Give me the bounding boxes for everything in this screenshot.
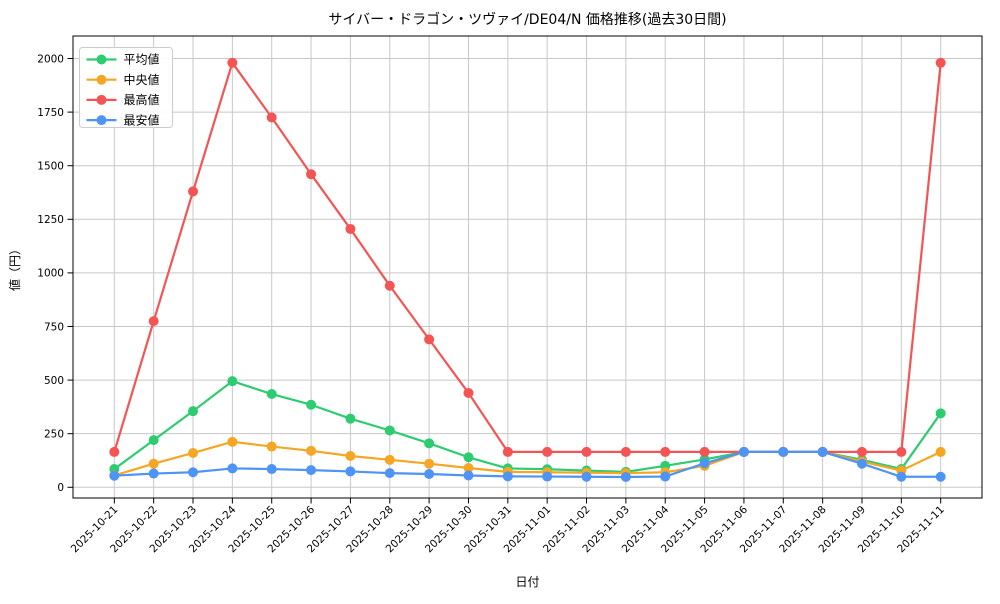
legend-item-3: 最安値: [86, 112, 160, 127]
y-tick-label: 1250: [37, 214, 64, 226]
legend-marker: [96, 74, 107, 85]
data-point: [384, 468, 395, 479]
data-point: [188, 447, 199, 458]
y-tick-label: 2000: [37, 53, 64, 65]
data-point: [738, 446, 749, 457]
data-point: [817, 446, 828, 457]
legend-label: 最安値: [124, 112, 160, 127]
data-point: [699, 458, 710, 469]
legend-marker: [96, 115, 107, 126]
data-point: [463, 387, 474, 398]
data-point: [109, 470, 120, 481]
y-tick-label: 750: [44, 321, 64, 333]
data-point: [148, 468, 159, 479]
data-point: [306, 169, 317, 180]
data-point: [424, 438, 435, 449]
legend-item-1: 中央値: [86, 72, 160, 87]
y-tick-label: 1500: [37, 161, 64, 173]
data-point: [345, 450, 356, 461]
data-point: [542, 446, 553, 457]
series-3: [109, 446, 946, 482]
data-point: [463, 470, 474, 481]
data-point: [856, 446, 867, 457]
data-point: [620, 471, 631, 482]
data-point: [148, 435, 159, 446]
data-point: [345, 413, 356, 424]
legend-label: 中央値: [124, 72, 160, 87]
data-point: [227, 57, 238, 68]
data-point: [542, 471, 553, 482]
data-point: [424, 334, 435, 345]
data-point: [778, 446, 789, 457]
data-point: [188, 186, 199, 197]
data-point: [109, 446, 120, 457]
chart-title: サイバー・ドラゴン・ツヴァイ/DE04/N 価格推移(過去30日間): [328, 11, 726, 28]
y-axis-label: 値（円）: [7, 243, 22, 291]
data-point: [935, 408, 946, 419]
data-point: [463, 462, 474, 473]
data-point: [699, 446, 710, 457]
data-point: [384, 425, 395, 436]
y-tick-label: 0: [57, 482, 64, 494]
data-point: [227, 436, 238, 447]
data-point: [463, 452, 474, 463]
data-point: [148, 316, 159, 327]
legend-marker: [96, 94, 107, 105]
data-point: [896, 471, 907, 482]
data-point: [306, 399, 317, 410]
data-point: [424, 468, 435, 479]
legend-marker: [96, 54, 107, 65]
data-point: [188, 406, 199, 417]
y-tick-label: 250: [44, 428, 64, 440]
legend-label: 平均値: [124, 52, 160, 67]
data-point: [266, 464, 277, 475]
data-point: [935, 471, 946, 482]
data-point: [502, 471, 513, 482]
data-point: [227, 376, 238, 387]
grid: [73, 36, 982, 498]
data-point: [660, 446, 671, 457]
y-tick-label: 500: [44, 375, 64, 387]
data-point: [896, 446, 907, 457]
data-point: [581, 471, 592, 482]
data-point: [266, 441, 277, 452]
legend-item-0: 平均値: [86, 52, 160, 67]
data-point: [581, 446, 592, 457]
data-point: [384, 280, 395, 291]
data-point: [266, 112, 277, 123]
data-point: [935, 57, 946, 68]
plot-border: [72, 35, 983, 499]
data-point: [148, 458, 159, 469]
data-point: [856, 458, 867, 469]
legend-box: [79, 47, 173, 128]
data-point: [306, 445, 317, 456]
data-point: [935, 446, 946, 457]
data-point: [266, 389, 277, 400]
legend-label: 最高値: [124, 92, 160, 107]
data-point: [345, 223, 356, 234]
data-point: [188, 467, 199, 478]
data-point: [660, 471, 671, 482]
data-point: [620, 446, 631, 457]
x-axis-label: 日付: [515, 575, 539, 589]
legend-item-2: 最高値: [86, 92, 160, 107]
data-point: [345, 466, 356, 477]
y-tick-label: 1750: [37, 107, 64, 119]
data-point: [502, 446, 513, 457]
data-point: [306, 465, 317, 476]
data-point: [384, 454, 395, 465]
y-tick-label: 1000: [37, 268, 64, 280]
series-line-3: [114, 450, 941, 479]
data-point: [424, 458, 435, 469]
data-point: [227, 463, 238, 474]
